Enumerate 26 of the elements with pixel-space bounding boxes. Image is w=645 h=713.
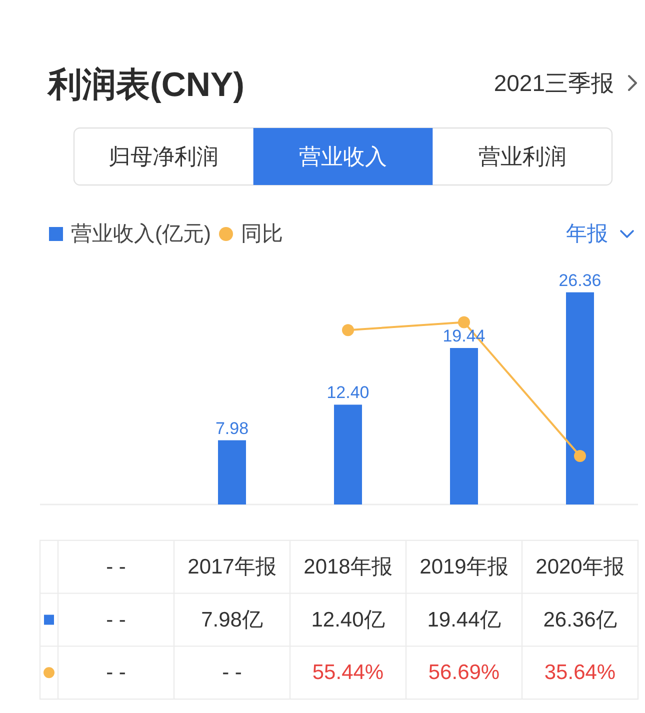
- x-tick-label: 2020年报: [536, 555, 624, 578]
- subtitle: 2021三季报: [494, 70, 614, 96]
- value-label: 26.36亿: [543, 608, 617, 632]
- value-label: - -: [222, 661, 242, 684]
- tab-label: 营业利润: [478, 144, 566, 169]
- tab-label: 营业收入: [299, 144, 387, 169]
- value-label: - -: [106, 608, 126, 632]
- title: 利润表(CNY): [48, 66, 244, 104]
- x-tick-label: 2019年报: [420, 555, 508, 578]
- x-tick-label: 2018年报: [304, 555, 392, 578]
- value-label: 12.40亿: [311, 608, 385, 632]
- value-label: 19.44亿: [427, 608, 501, 632]
- value-label: - -: [106, 661, 126, 684]
- value-label: 56.69%: [428, 661, 500, 684]
- data-label: 7.98: [215, 418, 249, 438]
- legend-label: 营业收入(亿元): [71, 222, 211, 246]
- x-tick-label: - -: [106, 555, 126, 578]
- dropdown-label: 年报: [566, 222, 608, 246]
- data-label: 26.36: [558, 270, 602, 290]
- tab-label: 归母净利润: [108, 144, 219, 169]
- value-label: 35.64%: [544, 661, 616, 684]
- value-label: 7.98亿: [201, 608, 263, 632]
- x-tick-label: 2017年报: [188, 555, 276, 578]
- data-label: 12.40: [326, 383, 370, 402]
- value-label: 55.44%: [312, 661, 384, 684]
- legend-label: 同比: [241, 222, 283, 246]
